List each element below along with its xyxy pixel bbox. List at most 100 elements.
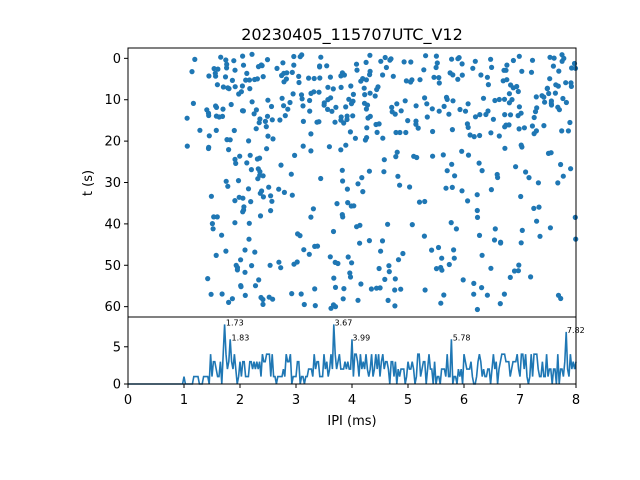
scatter-point	[518, 110, 524, 116]
scatter-point	[311, 75, 317, 82]
scatter-point	[367, 72, 373, 78]
scatter-point	[446, 111, 452, 117]
scatter-point	[386, 269, 392, 275]
scatter-point	[341, 286, 347, 292]
scatter-point	[439, 267, 445, 273]
scatter-point	[494, 171, 500, 178]
scatter-point	[518, 142, 524, 148]
scatter-point	[363, 77, 369, 83]
scatter-point	[449, 56, 455, 62]
scatter-point	[329, 108, 335, 114]
scatter-point	[465, 152, 472, 158]
scatter-point	[347, 270, 353, 276]
scatter-point	[435, 244, 442, 251]
scatter-point	[213, 103, 219, 109]
scatter-point	[449, 127, 455, 133]
scatter-y-tick-label: 40	[104, 217, 121, 232]
scatter-point	[338, 84, 344, 90]
scatter-point	[358, 78, 364, 84]
scatter-point	[433, 53, 439, 59]
scatter-point	[213, 252, 219, 258]
scatter-point	[232, 156, 238, 162]
scatter-point	[277, 117, 283, 123]
scatter-point	[506, 91, 512, 97]
scatter-point	[422, 95, 428, 101]
scatter-point	[521, 125, 528, 131]
scatter-point	[310, 206, 316, 212]
scatter-point	[492, 226, 498, 232]
scatter-point	[249, 99, 255, 105]
scatter-point	[411, 153, 417, 159]
scatter-point	[351, 203, 357, 209]
scatter-point	[219, 113, 226, 119]
scatter-point	[238, 284, 244, 290]
scatter-point	[452, 173, 458, 179]
scatter-point	[333, 104, 339, 110]
scatter-point	[455, 56, 461, 62]
scatter-point	[504, 62, 510, 68]
scatter-point	[474, 192, 480, 198]
scatter-point	[205, 145, 212, 152]
scatter-point	[498, 240, 504, 246]
scatter-point	[306, 75, 312, 81]
scatter-point	[553, 82, 559, 88]
scatter-point	[506, 122, 512, 128]
scatter-point	[424, 101, 430, 107]
scatter-point	[206, 73, 212, 79]
scatter-point	[360, 189, 366, 195]
scatter-point	[280, 60, 286, 66]
scatter-point	[246, 77, 253, 83]
scatter-point	[451, 247, 457, 253]
scatter-point	[516, 104, 523, 110]
scatter-point	[244, 160, 250, 166]
scatter-point	[563, 99, 570, 106]
scatter-point	[269, 117, 275, 123]
scatter-point	[246, 220, 252, 226]
peak-annotation-label: 3.99	[352, 333, 370, 342]
scatter-point	[300, 143, 306, 149]
scatter-point	[507, 274, 513, 280]
scatter-point	[547, 76, 553, 82]
scatter-point	[536, 204, 542, 210]
scatter-point	[291, 62, 297, 68]
scatter-point	[544, 85, 551, 91]
scatter-point	[268, 208, 274, 214]
scatter-point	[211, 214, 217, 220]
scatter-point	[488, 130, 494, 136]
scatter-point	[459, 148, 465, 154]
scatter-point	[526, 175, 532, 181]
scatter-point	[567, 119, 573, 126]
scatter-point	[249, 263, 255, 269]
scatter-point	[480, 95, 487, 101]
scatter-point	[344, 116, 350, 123]
scatter-point	[308, 131, 314, 137]
histogram-x-ticks: 0 1 2 3 4 5 6 7 8	[124, 384, 580, 408]
scatter-point	[436, 80, 442, 86]
scatter-point	[232, 67, 238, 73]
scatter-point	[290, 91, 296, 97]
scatter-point	[383, 64, 389, 71]
scatter-point	[471, 291, 477, 297]
scatter-point	[345, 200, 351, 206]
scatter-y-tick-label: 0	[113, 52, 121, 67]
scatter-point	[300, 103, 306, 109]
scatter-point	[307, 97, 313, 104]
scatter-point	[263, 124, 269, 130]
scatter-point	[431, 74, 437, 80]
scatter-point	[488, 187, 494, 193]
scatter-point	[541, 94, 547, 100]
scatter-point	[220, 84, 226, 90]
scatter-point	[374, 129, 380, 135]
scatter-point	[492, 97, 498, 104]
scatter-point	[281, 189, 287, 195]
scatter-point	[535, 180, 542, 186]
scatter-point	[365, 115, 371, 121]
histogram-x-tick-label: 5	[404, 393, 412, 408]
scatter-point	[561, 55, 567, 62]
scatter-point	[242, 247, 248, 253]
scatter-point	[485, 82, 491, 88]
scatter-point	[436, 75, 442, 81]
scatter-point	[231, 58, 237, 64]
scatter-point	[225, 85, 231, 91]
